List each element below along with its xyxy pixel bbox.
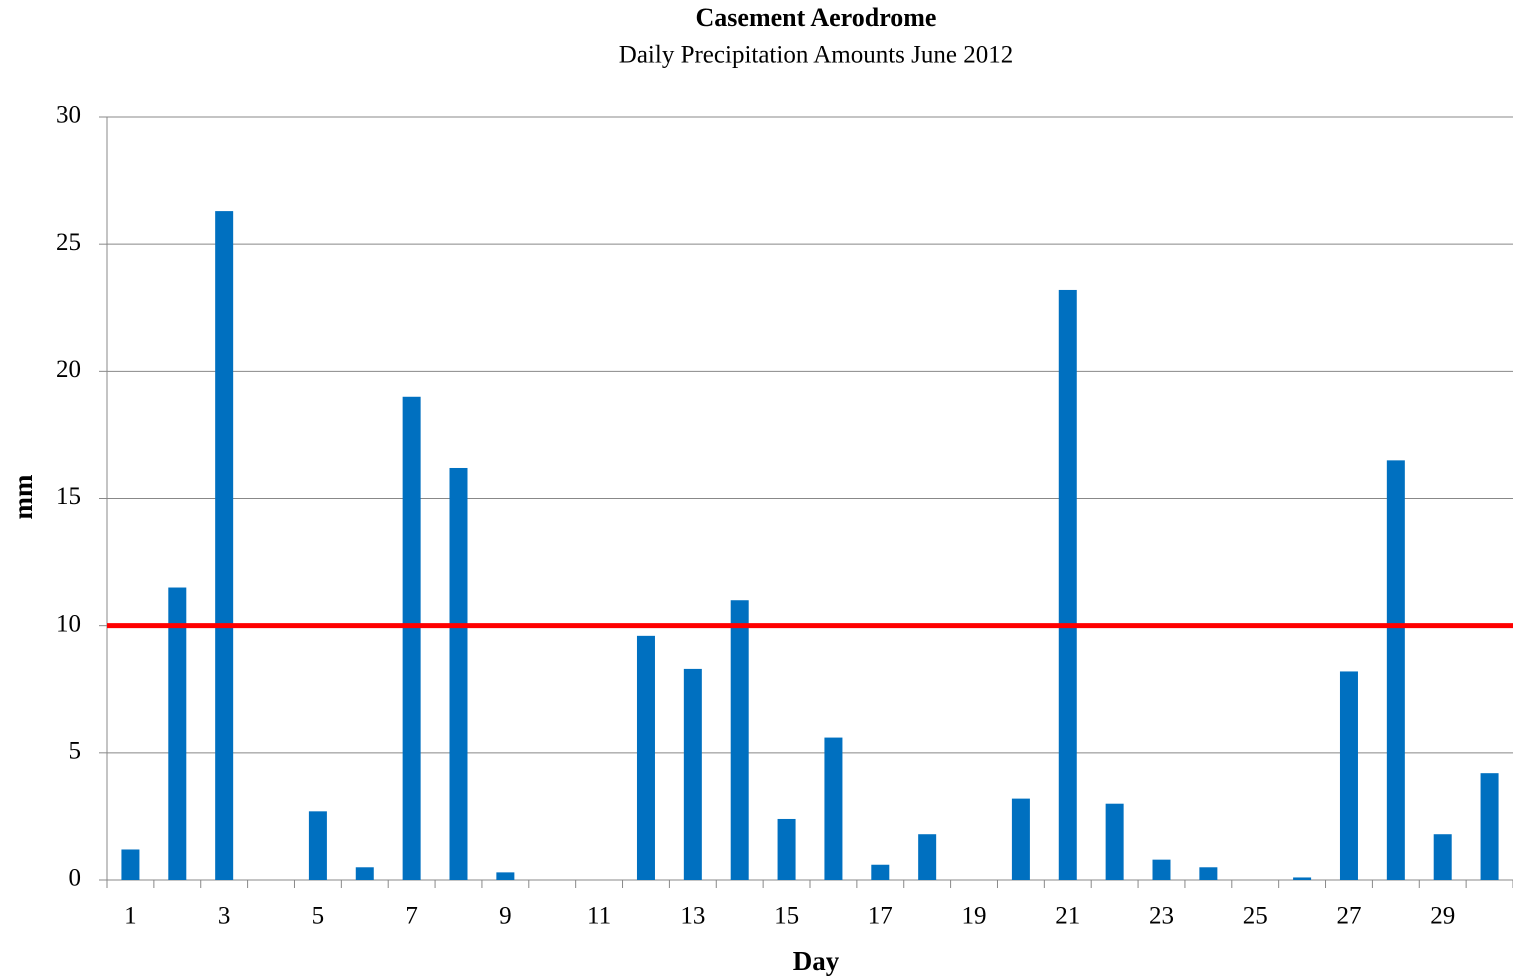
bar: [1386, 460, 1405, 880]
x-tick-label: 25: [1243, 903, 1268, 930]
bar: [355, 867, 374, 880]
bar: [121, 849, 140, 880]
bar: [308, 811, 327, 880]
x-tick-label: 5: [312, 903, 325, 930]
chart-subtitle: Daily Precipitation Amounts June 2012: [619, 42, 1013, 69]
bar: [1105, 803, 1124, 880]
y-tick-label: 20: [56, 356, 81, 383]
bar: [683, 668, 702, 880]
bar: [1058, 289, 1077, 880]
bar: [449, 467, 468, 880]
bar: [871, 864, 890, 880]
x-tick-label: 17: [868, 903, 893, 930]
y-tick-label: 0: [69, 865, 82, 892]
y-tick-label: 10: [56, 610, 81, 637]
x-tick-label: 13: [680, 903, 705, 930]
x-tick-label: 15: [774, 903, 799, 930]
x-tick-label: 27: [1336, 903, 1361, 930]
bar: [1152, 859, 1171, 880]
x-tick-label: 7: [405, 903, 418, 930]
bar: [402, 396, 421, 880]
bar: [730, 600, 749, 880]
bar: [636, 635, 655, 880]
bar: [1293, 877, 1312, 880]
x-tick-label: 11: [587, 903, 611, 930]
bar: [168, 587, 187, 880]
bar: [1480, 773, 1499, 880]
bar: [777, 818, 796, 880]
bar: [918, 834, 937, 880]
y-axis-title: mm: [8, 474, 38, 519]
x-tick-label: 21: [1055, 903, 1080, 930]
x-tick-label: 1: [124, 903, 137, 930]
x-tick-label: 23: [1149, 903, 1174, 930]
x-tick-label: 29: [1430, 903, 1455, 930]
bar: [1011, 798, 1030, 880]
x-tick-label: 9: [499, 903, 512, 930]
bar: [1339, 671, 1358, 880]
x-tick-label: 3: [218, 903, 231, 930]
y-tick-label: 30: [56, 102, 81, 129]
y-tick-label: 15: [56, 483, 81, 510]
y-tick-label: 25: [56, 229, 81, 256]
bar: [824, 737, 843, 880]
bar: [496, 872, 515, 880]
bar: [1433, 834, 1452, 880]
bar: [1199, 867, 1218, 880]
chart-title: Casement Aerodrome: [696, 3, 937, 32]
bar: [215, 211, 234, 880]
x-axis-title: Day: [793, 946, 840, 976]
x-tick-label: 19: [962, 903, 987, 930]
y-tick-label: 5: [69, 738, 82, 765]
